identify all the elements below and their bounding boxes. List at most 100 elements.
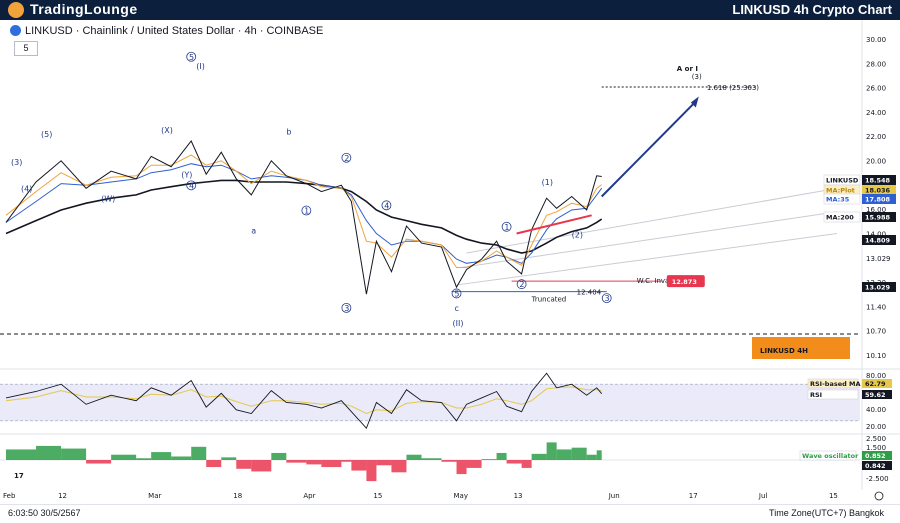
wave-sub-label-8: 3 bbox=[344, 304, 349, 313]
osc-bar-34 bbox=[572, 448, 587, 460]
x-axis-tick-8: Jun bbox=[608, 492, 620, 500]
price-axis-tick-9: 13.029 bbox=[866, 255, 891, 263]
price-axis-tick-3: 24.00 bbox=[866, 109, 886, 117]
timezone-selector[interactable]: Time Zone(UTC+7) Bangkok bbox=[769, 508, 884, 518]
price-tag-value-2: 17.808 bbox=[865, 196, 891, 204]
rsi-tag-name-1: RSI bbox=[810, 391, 822, 399]
chart-page-title: LINKUSD 4h Crypto Chart bbox=[732, 2, 892, 17]
osc-bar-25 bbox=[457, 460, 467, 474]
x-axis-tick-0: Feb bbox=[3, 492, 16, 500]
osc-bar-13 bbox=[271, 453, 286, 460]
osc-bar-27 bbox=[482, 459, 497, 460]
osc-bar-31 bbox=[532, 454, 547, 460]
osc-bar-4 bbox=[111, 455, 136, 460]
x-axis-tick-5: 15 bbox=[373, 492, 382, 500]
wave-sub-label-14: 2 bbox=[519, 280, 524, 289]
osc-bar-2 bbox=[61, 449, 86, 460]
osc-bar-14 bbox=[286, 460, 306, 463]
wave-sub-label-6: (4) bbox=[21, 185, 32, 194]
osc-bar-28 bbox=[497, 453, 507, 460]
scenario-heading: A or I bbox=[677, 65, 698, 73]
wave-sub-label-15: 3 bbox=[605, 294, 610, 303]
x-axis-tick-9: 17 bbox=[689, 492, 698, 500]
osc-bar-20 bbox=[376, 460, 391, 465]
price-tag-name-3: MA:200 bbox=[826, 214, 854, 222]
price-tag-name-0: LINKUSD bbox=[826, 177, 859, 185]
osc-bar-32 bbox=[547, 442, 557, 460]
wave-sub-label-16: (1) bbox=[542, 178, 553, 187]
chart-settings-icon bbox=[875, 492, 883, 500]
price-tag-value-5: 13.029 bbox=[865, 284, 891, 292]
price-axis-tick-11: 11.40 bbox=[866, 303, 886, 311]
osc-bar-10 bbox=[221, 457, 236, 460]
price-tag-name-2: MA:35 bbox=[826, 196, 850, 204]
wave-II-label: (II) bbox=[453, 319, 464, 328]
price-tag-value-0: 18.548 bbox=[865, 177, 891, 185]
price-axis-tick-12: 10.70 bbox=[866, 328, 886, 336]
wc-invalid-value: 12.873 bbox=[672, 278, 697, 286]
osc-bar-36 bbox=[597, 450, 602, 460]
wave-c-label: c bbox=[455, 304, 459, 313]
price-tag-value-1: 18.036 bbox=[865, 187, 891, 195]
brand-name: TradingLounge bbox=[30, 1, 138, 17]
timestamp: 6:03:50 30/5/2567 bbox=[8, 508, 81, 518]
x-axis-tick-11: 15 bbox=[829, 492, 838, 500]
projection-arrow-line bbox=[602, 100, 697, 196]
osc-bar-19 bbox=[366, 460, 376, 481]
channel-line-upper bbox=[467, 188, 837, 253]
x-axis-tick-10: Jul bbox=[758, 492, 768, 500]
osc-bar-30 bbox=[522, 460, 532, 468]
osc-bar-23 bbox=[421, 458, 441, 460]
x-axis-tick-7: 13 bbox=[514, 492, 523, 500]
price-axis-tick-2: 26.00 bbox=[866, 85, 886, 93]
wave-sub-label-9: 2 bbox=[344, 154, 349, 163]
osc-bar-15 bbox=[306, 460, 321, 464]
ma200-line bbox=[6, 180, 602, 253]
wave-a-label: a bbox=[251, 227, 256, 236]
osc-bar-16 bbox=[321, 460, 341, 467]
rsi-tag-name-0: RSI-based MA bbox=[810, 380, 861, 388]
osc-bar-0 bbox=[6, 449, 36, 460]
price-axis-tick-5: 20.00 bbox=[866, 158, 886, 166]
price-tag-value-3: 15.988 bbox=[865, 214, 891, 222]
rsi-band bbox=[0, 384, 860, 421]
wave-sub-label-3: (X) bbox=[161, 126, 173, 135]
osc-tag-name-0: Wave oscillator bbox=[802, 452, 859, 460]
wave-sub-label-2: 5 bbox=[189, 53, 194, 62]
osc-bar-8 bbox=[191, 447, 206, 460]
wave-sub-label-13: 1 bbox=[504, 223, 509, 232]
rsi-tag-value-0: 62.79 bbox=[865, 380, 886, 388]
osc-tag-value-1: 0.842 bbox=[865, 462, 886, 470]
price-tag-name-1: MA:Plot bbox=[826, 187, 855, 195]
osc-bar-3 bbox=[86, 460, 111, 464]
price-axis-tick-4: 22.00 bbox=[866, 133, 886, 141]
osc-bar-33 bbox=[557, 449, 572, 460]
x-axis-tick-1: 12 bbox=[58, 492, 67, 500]
osc-bar-21 bbox=[391, 460, 406, 472]
rsi-axis-tick-2: 40.00 bbox=[866, 406, 886, 414]
tradingview-logo-icon: 17 bbox=[14, 472, 24, 480]
osc-bar-11 bbox=[236, 460, 251, 469]
x-axis-tick-4: Apr bbox=[303, 492, 315, 500]
chart-canvas[interactable]: 30.0028.0026.0024.0022.0020.0018.0016.00… bbox=[0, 20, 900, 504]
x-axis-tick-3: 18 bbox=[233, 492, 242, 500]
osc-bar-9 bbox=[206, 460, 221, 467]
brand-logo-icon bbox=[8, 2, 24, 18]
rsi-axis-tick-3: 20.00 bbox=[866, 423, 886, 431]
price-axis-tick-1: 28.00 bbox=[866, 60, 886, 68]
osc-tag-value-0: 0.852 bbox=[865, 452, 886, 460]
price-line bbox=[6, 141, 602, 294]
osc-bar-17 bbox=[341, 460, 351, 462]
rsi-tag-value-1: 59.62 bbox=[865, 391, 886, 399]
wave-sub-label-7: (W) bbox=[101, 195, 115, 204]
wave-sub-label-12: 5 bbox=[454, 289, 459, 298]
truncated-label: Truncated bbox=[531, 296, 567, 304]
osc-bar-26 bbox=[467, 460, 482, 468]
wave3-target-label: (3) bbox=[692, 73, 702, 81]
osc-bar-6 bbox=[151, 452, 171, 460]
wave-I-label: (I) bbox=[196, 62, 205, 71]
osc-bar-24 bbox=[442, 460, 457, 462]
price-tag-value-4: 14.809 bbox=[865, 237, 891, 245]
timeframe-badge-text: LINKUSD 4H bbox=[760, 347, 808, 355]
wave-sub-label-10: 1 bbox=[304, 207, 309, 216]
